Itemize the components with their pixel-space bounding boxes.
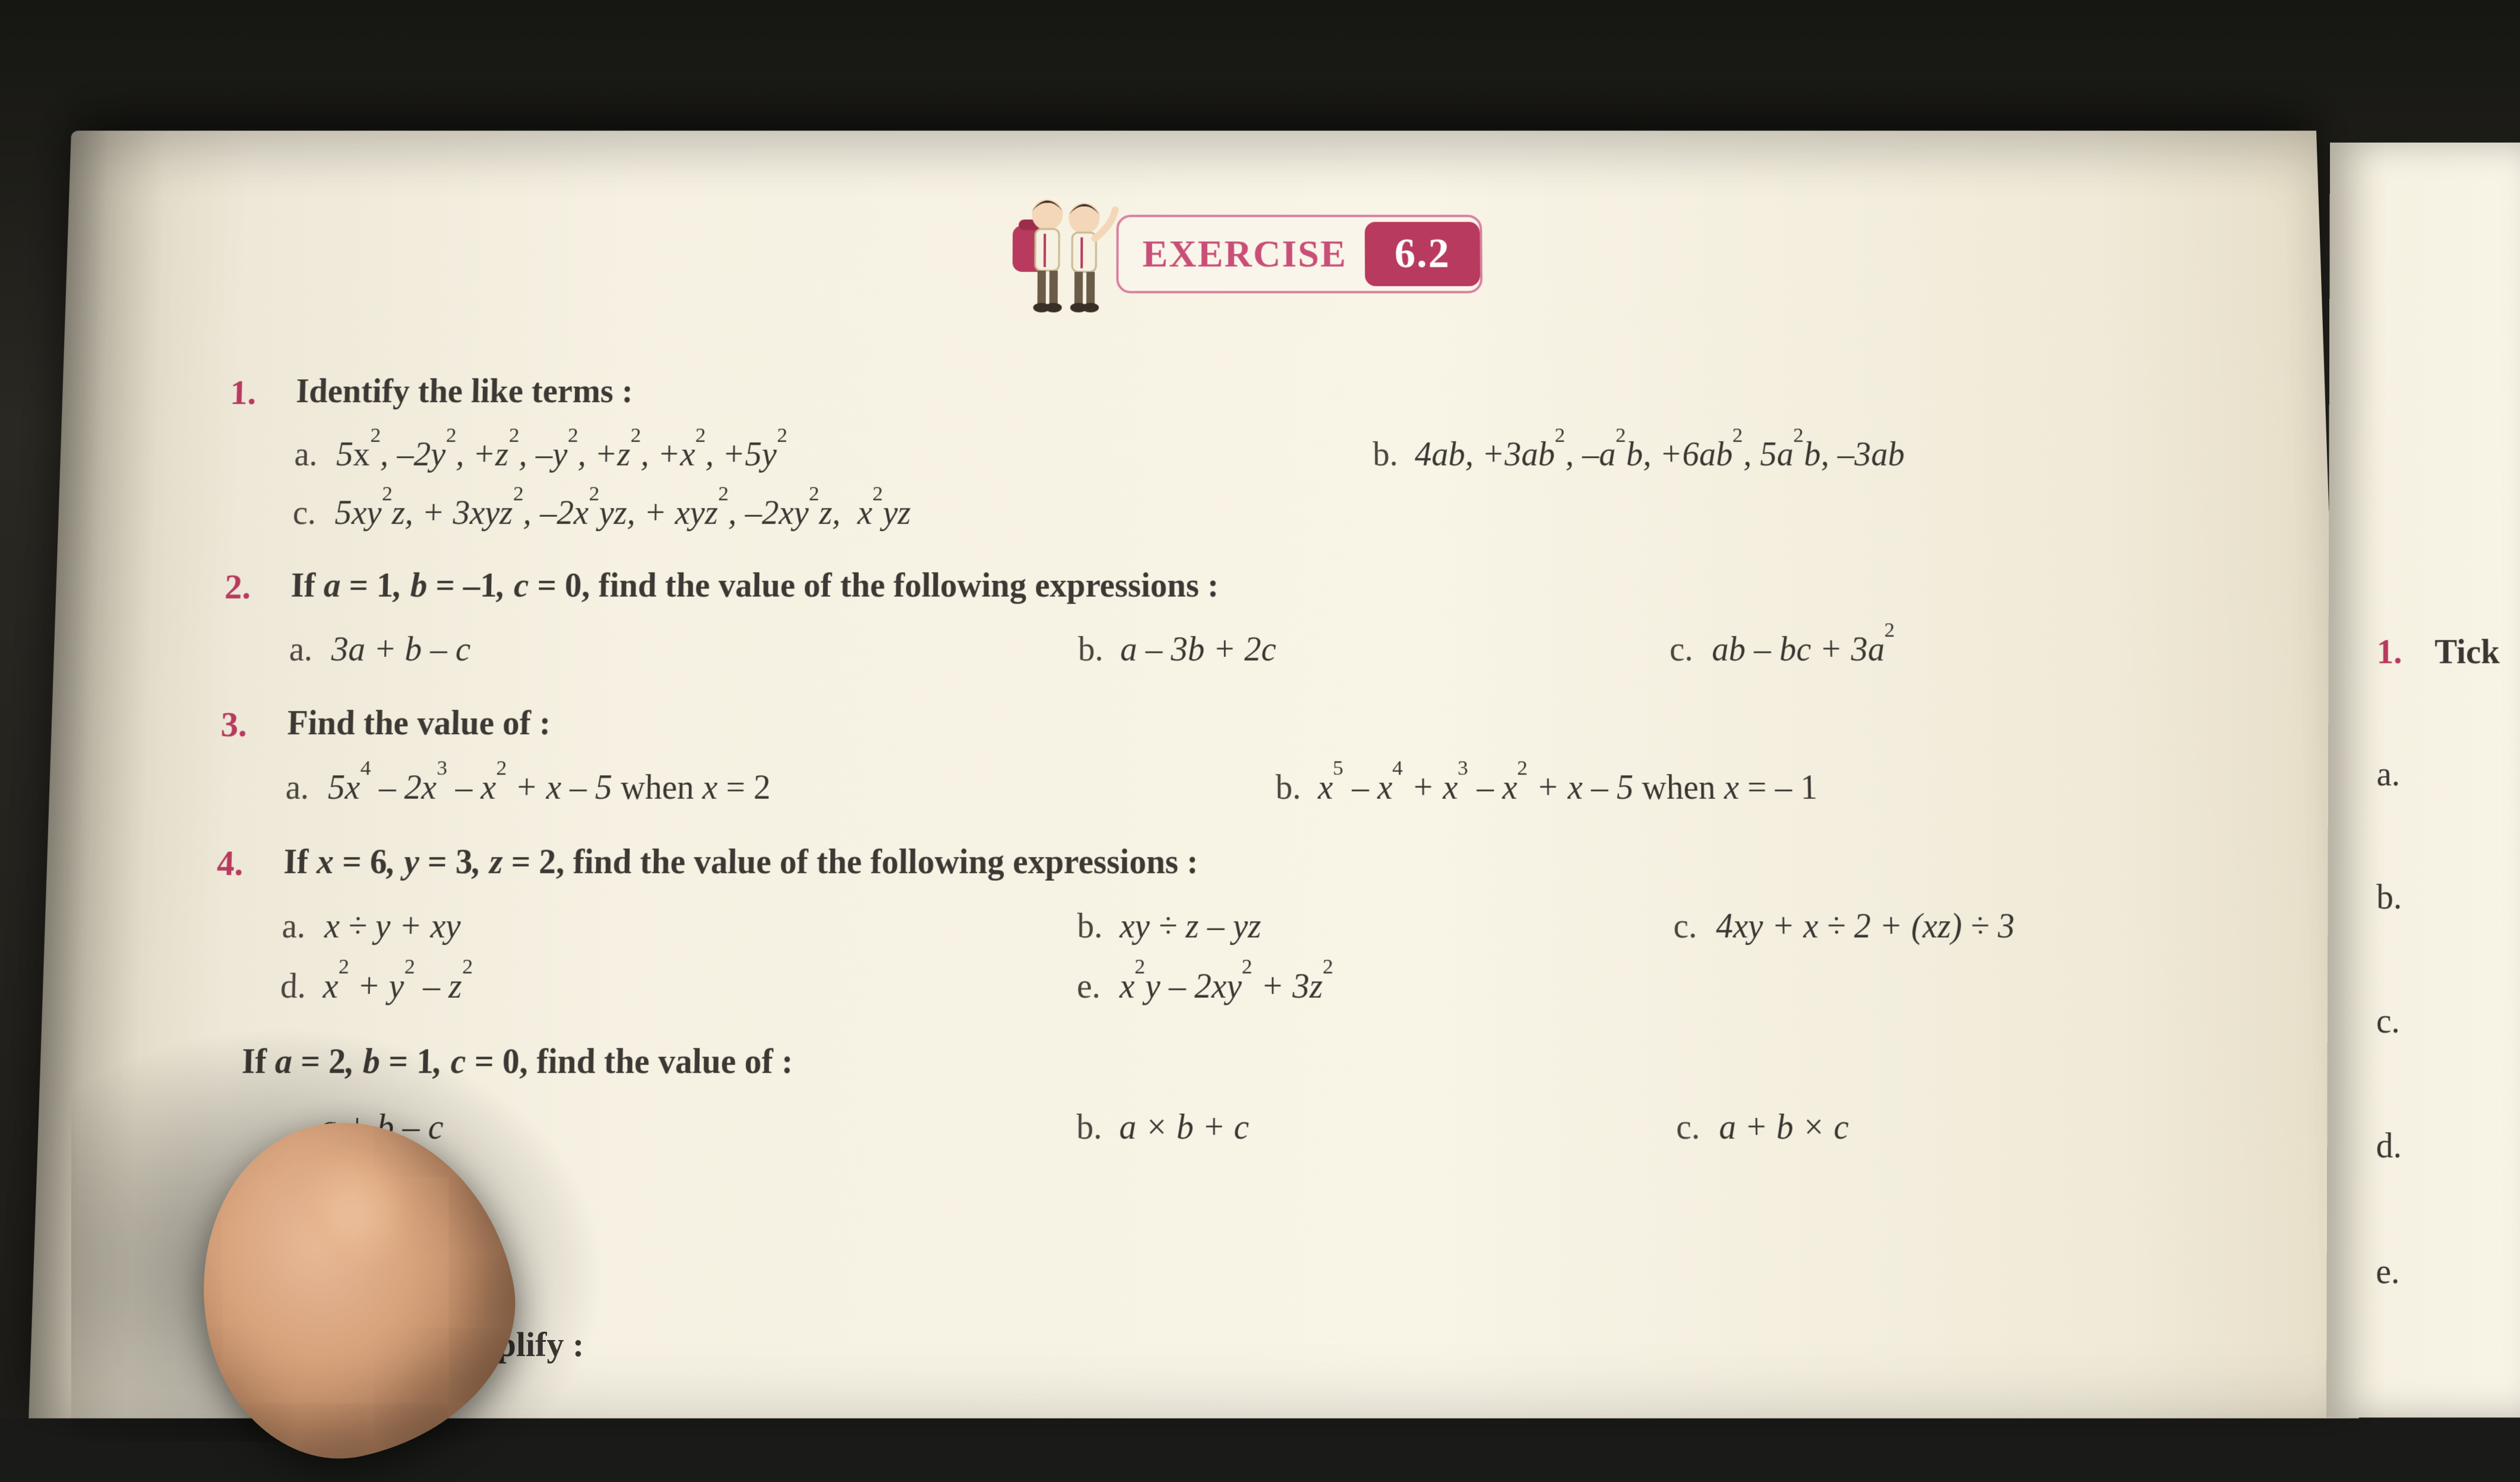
question-3: 3. Find the value of : a. 5x4 – 2x3 – x2… [219, 697, 2266, 814]
option-4c: c. 4xy + x ÷ 2 + (xz) ÷ 3 [1673, 900, 2271, 953]
photo-scene: EXERCISE 6.2 1. Identify the like terms … [0, 0, 2520, 1418]
option-3a: a. 5x4 – 2x3 – x2 + x – 5 when x = 2 [285, 761, 1276, 814]
option-1a: a. 5x2, –2y2, +z2, –y2, +z2, +x2, +5y2 [294, 428, 1373, 481]
question-stem: If x = 6, y = 3, z = 2, find the value o… [283, 835, 2268, 889]
exercise-header: EXERCISE 6.2 [232, 184, 2251, 324]
question-5-partial: If a = 2, b = 1, c = 0, find the value o… [208, 1035, 2276, 1155]
right-page-line: a. [2376, 732, 2509, 817]
option-4e: e. x2y – 2xy2 + 3z2 [1077, 960, 2272, 1014]
option-5c: c. a + b × c [1676, 1100, 2277, 1154]
option-5b: b. a × b + c [1076, 1100, 1677, 1154]
option-1b: b. 4ab, +3ab2, –a2b, +6ab2, 5a2b, –3ab [1373, 428, 2256, 481]
question-4: 4. If x = 6, y = 3, z = 2, find the valu… [213, 835, 2272, 1013]
students-mascot-icon [1000, 184, 1126, 324]
option-4d: d. x2 + y2 – z2 [280, 960, 1077, 1014]
option-1c: c. 5xy2z, + 3xyz2, –2x2yz, + xyz2, –2xy2… [292, 487, 2257, 539]
right-page-line: d. [2376, 1102, 2511, 1190]
exercise-number: 6.2 [1365, 222, 1481, 286]
question-number: 4. [213, 835, 284, 1013]
option-3b: b. x5 – x4 + x3 – x2 + x – 5 when x = – … [1276, 761, 2266, 814]
option-2b: b. a – 3b + 2c [1078, 624, 1670, 677]
option-4a: a. x ÷ y + xy [282, 900, 1077, 953]
option-4b: b. xy ÷ z – yz [1077, 900, 1674, 953]
option-2c: c. ab – bc + 3a2 [1669, 624, 2262, 677]
exercise-label: EXERCISE [1142, 232, 1347, 276]
question-number: 1. [226, 366, 297, 539]
question-stem: Find the value of : [287, 697, 2265, 750]
question-number: 2. [222, 560, 292, 676]
right-page-line: b. [2376, 854, 2510, 941]
question-list: 1. Identify the like terms : a. 5x2, –2y… [208, 366, 2276, 1155]
right-page-line: e. [2376, 1228, 2511, 1316]
option-2a: a. 3a + b – c [289, 624, 1078, 677]
question-2: 2. If a = 1, b = –1, c = 0, find the val… [222, 560, 2262, 676]
right-page-line: 1. Tick [2377, 609, 2510, 694]
textbook-right-page-sliver: 1. Tick a. b. c. d. e. [2326, 143, 2520, 1417]
question-stem: If a = 2, b = 1, c = 0, find the value o… [241, 1035, 2275, 1089]
question-stem: Identify the like terms : [295, 366, 2254, 418]
right-page-line: c. [2376, 978, 2510, 1065]
exercise-badge: EXERCISE 6.2 [1116, 214, 1483, 293]
question-1: 1. Identify the like terms : a. 5x2, –2y… [226, 366, 2258, 539]
question-number: 3. [219, 697, 288, 814]
question-stem: If a = 1, b = –1, c = 0, find the value … [290, 560, 2260, 612]
